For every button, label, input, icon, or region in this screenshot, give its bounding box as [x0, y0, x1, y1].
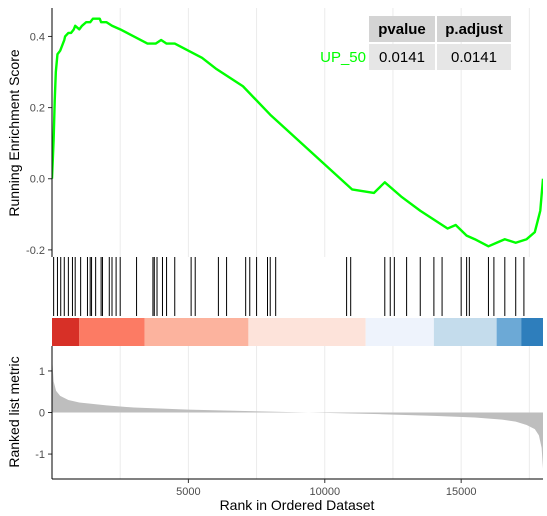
- hits-panel: [52, 257, 543, 346]
- color-bar-segment: [52, 318, 80, 346]
- gene-hit-lines: [53, 257, 525, 316]
- es-y-tick-label: 0.0: [30, 174, 45, 186]
- rank-y-axis-label: Ranked list metric: [6, 356, 22, 467]
- x-tick-label: 15000: [446, 486, 477, 498]
- table-value-pvalue: 0.0141: [379, 49, 425, 66]
- stats-table: pvalue p.adjust UP_50 0.0141 0.0141: [320, 16, 511, 70]
- ranked-metric-panel: 1 0 -1 5000 10000 15000 Ranked list metric R…: [6, 346, 543, 513]
- table-row-label: UP_50: [320, 49, 366, 66]
- table-cell-padjust: [437, 44, 511, 70]
- color-bar-segment: [496, 318, 522, 346]
- x-tick-label: 5000: [176, 486, 200, 498]
- es-y-tick-label: -0.2: [26, 245, 45, 257]
- color-bar-segment: [521, 318, 543, 346]
- es-line-up-50: [52, 17, 543, 248]
- rank-y-tick-label: 0: [39, 408, 45, 420]
- es-y-tick-label: 0.2: [30, 103, 45, 115]
- x-tick-label: 10000: [309, 486, 340, 498]
- es-y-ticks: 0.4 0.2 0.0 -0.2: [26, 31, 52, 257]
- color-bar-segment: [248, 318, 366, 346]
- table-header-cell-pvalue: [369, 16, 435, 42]
- rank-y-tick-label: 1: [39, 366, 45, 378]
- es-y-axis-label: Running Enrichment Score: [6, 49, 22, 217]
- color-bar-segment: [365, 318, 434, 346]
- table-cell-pvalue: [369, 44, 435, 70]
- color-bar-segment: [144, 318, 249, 346]
- rank-y-tick-label: -1: [35, 449, 45, 461]
- rank-color-bar: [52, 318, 543, 346]
- color-bar-segment: [433, 318, 497, 346]
- color-bar-segment: [79, 318, 145, 346]
- table-header-padjust: p.adjust: [445, 21, 503, 38]
- x-ticks: 5000 10000 15000: [176, 479, 476, 498]
- table-value-padjust: 0.0141: [451, 49, 497, 66]
- x-axis-label: Rank in Ordered Dataset: [220, 497, 375, 513]
- es-y-tick-label: 0.4: [30, 31, 45, 43]
- ranked-metric-area: [52, 348, 543, 469]
- rank-y-ticks: 1 0 -1: [35, 366, 52, 461]
- es-panel: 0.4 0.2 0.0 -0.2 Running Enrichment Score p…: [6, 8, 543, 257]
- table-header-pvalue: pvalue: [378, 21, 426, 38]
- table-header-cell-padjust: [437, 16, 511, 42]
